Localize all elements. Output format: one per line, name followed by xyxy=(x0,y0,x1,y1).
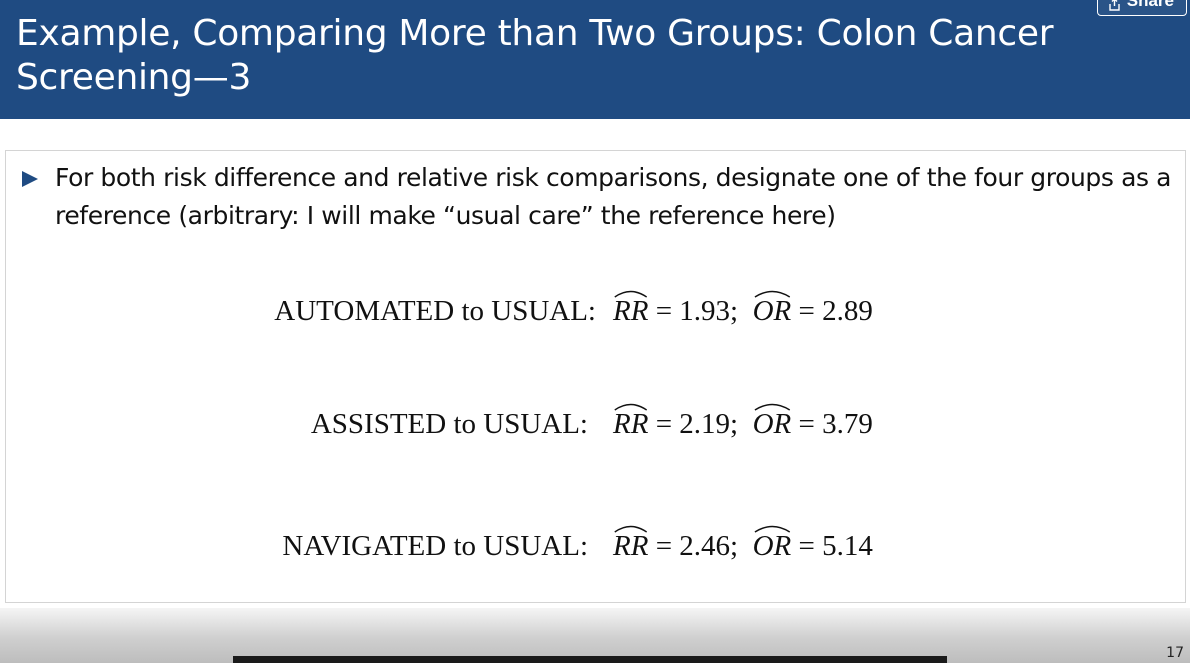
rr-symbol: RR xyxy=(613,295,649,327)
rr-hat-symbol: RR xyxy=(613,525,649,563)
equation-label: ASSISTED to USUAL: xyxy=(310,408,588,440)
rr-hat-symbol: RR xyxy=(613,290,649,328)
rr-value: 1.93 xyxy=(679,295,731,327)
rr-value: 2.46 xyxy=(679,530,731,562)
share-button[interactable]: Share xyxy=(1096,0,1187,16)
equation-row: NAVIGATED to USUAL: RR = 2.46; OR = 5.14 xyxy=(6,525,1186,570)
player-control-bar xyxy=(0,608,1190,663)
equation-formula: RR = 2.19; OR = 3.79 xyxy=(613,403,873,441)
equation-formula: RR = 1.93; OR = 2.89 xyxy=(613,290,873,328)
rr-value: 2.19 xyxy=(679,408,731,440)
share-label: Share xyxy=(1126,0,1174,10)
rr-hat-symbol: RR xyxy=(613,403,649,441)
slide-page-number: 17 xyxy=(1166,645,1184,661)
equation-row: ASSISTED to USUAL: RR = 2.19; OR = 3.79 xyxy=(6,403,1186,448)
equation-label: AUTOMATED to USUAL: xyxy=(274,295,596,327)
equation-row: AUTOMATED to USUAL: RR = 1.93; OR = 2.89 xyxy=(6,290,1186,335)
or-hat-symbol: OR xyxy=(752,403,792,441)
rr-symbol: RR xyxy=(613,530,649,562)
video-progress-bar[interactable] xyxy=(233,656,947,663)
or-symbol: OR xyxy=(752,530,792,562)
slide-title: Example, Comparing More than Two Groups:… xyxy=(16,13,1054,98)
or-hat-symbol: OR xyxy=(752,290,792,328)
slide-header: Example, Comparing More than Two Groups:… xyxy=(0,0,1190,119)
or-value: 2.89 xyxy=(822,295,873,327)
or-value: 5.14 xyxy=(822,530,873,562)
or-value: 3.79 xyxy=(822,408,873,440)
or-symbol: OR xyxy=(752,295,792,327)
rr-symbol: RR xyxy=(613,408,649,440)
or-hat-symbol: OR xyxy=(752,525,792,563)
equation-label: NAVIGATED to USUAL: xyxy=(282,530,588,562)
equation-formula: RR = 2.46; OR = 5.14 xyxy=(613,525,873,563)
bullet-item: For both risk difference and relative ri… xyxy=(20,159,1180,235)
or-symbol: OR xyxy=(752,408,792,440)
triangle-bullet-icon xyxy=(22,171,38,187)
share-icon xyxy=(1109,0,1120,11)
slide-content: For both risk difference and relative ri… xyxy=(5,150,1186,603)
bullet-text: For both risk difference and relative ri… xyxy=(55,163,1172,230)
